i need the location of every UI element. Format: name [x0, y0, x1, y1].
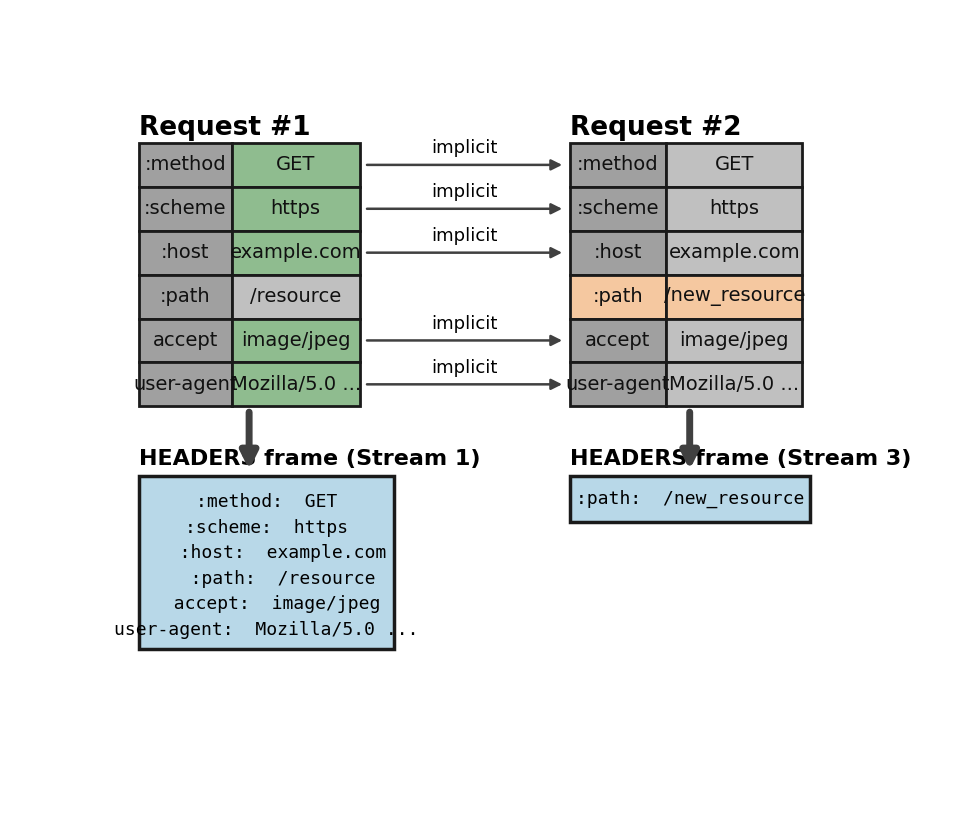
- Bar: [569, 362, 667, 406]
- Bar: [139, 362, 232, 406]
- Bar: [569, 274, 667, 319]
- Text: implicit: implicit: [431, 359, 498, 377]
- Text: https: https: [709, 199, 759, 219]
- Text: :host:  example.com: :host: example.com: [147, 544, 386, 562]
- Text: :path: :path: [593, 287, 643, 306]
- Bar: [569, 319, 667, 362]
- Bar: [569, 187, 667, 231]
- Text: example.com: example.com: [230, 243, 361, 262]
- Text: HEADERS frame (Stream 3): HEADERS frame (Stream 3): [569, 449, 911, 468]
- Text: Mozilla/5.0 ...: Mozilla/5.0 ...: [231, 375, 361, 394]
- Text: implicit: implicit: [431, 139, 498, 157]
- Text: user-agent:  Mozilla/5.0 ...: user-agent: Mozilla/5.0 ...: [114, 621, 418, 639]
- Bar: [139, 319, 232, 362]
- Text: :method: :method: [577, 156, 659, 174]
- Text: /resource: /resource: [250, 287, 342, 306]
- Bar: [139, 187, 232, 231]
- Text: :host: :host: [161, 243, 209, 262]
- Text: example.com: example.com: [668, 243, 800, 262]
- Bar: [667, 362, 802, 406]
- Bar: [667, 231, 802, 274]
- Text: GET: GET: [714, 156, 754, 174]
- Text: accept: accept: [153, 331, 218, 350]
- Text: /new_resource: /new_resource: [664, 287, 805, 306]
- Text: :scheme: :scheme: [577, 199, 660, 219]
- Bar: [569, 476, 810, 522]
- Bar: [667, 143, 802, 187]
- Text: :scheme: :scheme: [144, 199, 227, 219]
- Text: :scheme:  https: :scheme: https: [185, 518, 348, 536]
- Bar: [139, 476, 394, 649]
- Text: accept:  image/jpeg: accept: image/jpeg: [153, 595, 380, 613]
- Bar: [232, 187, 360, 231]
- Text: :host: :host: [594, 243, 642, 262]
- Bar: [139, 143, 232, 187]
- Bar: [569, 231, 667, 274]
- Bar: [232, 319, 360, 362]
- Bar: [232, 274, 360, 319]
- Text: :method: :method: [144, 156, 226, 174]
- Text: :path:  /resource: :path: /resource: [158, 569, 376, 587]
- Bar: [139, 274, 232, 319]
- Bar: [232, 143, 360, 187]
- Text: Mozilla/5.0 ...: Mozilla/5.0 ...: [669, 375, 800, 394]
- Text: user-agent: user-agent: [565, 375, 670, 394]
- Bar: [232, 231, 360, 274]
- Bar: [569, 143, 667, 187]
- Bar: [667, 319, 802, 362]
- Bar: [667, 187, 802, 231]
- Text: user-agent: user-agent: [133, 375, 237, 394]
- Bar: [232, 362, 360, 406]
- Text: image/jpeg: image/jpeg: [679, 331, 789, 350]
- Text: Request #1: Request #1: [139, 115, 310, 141]
- Bar: [139, 231, 232, 274]
- Text: HEADERS frame (Stream 1): HEADERS frame (Stream 1): [139, 449, 480, 468]
- Text: :method:  GET: :method: GET: [196, 493, 338, 511]
- Text: accept: accept: [586, 331, 651, 350]
- Text: https: https: [270, 199, 321, 219]
- Text: image/jpeg: image/jpeg: [241, 331, 350, 350]
- Bar: [667, 274, 802, 319]
- Text: GET: GET: [276, 156, 315, 174]
- Text: :path: :path: [160, 287, 210, 306]
- Text: :path:  /new_resource: :path: /new_resource: [575, 490, 804, 508]
- Text: Request #2: Request #2: [569, 115, 741, 141]
- Text: implicit: implicit: [431, 314, 498, 333]
- Text: implicit: implicit: [431, 227, 498, 245]
- Text: implicit: implicit: [431, 183, 498, 201]
